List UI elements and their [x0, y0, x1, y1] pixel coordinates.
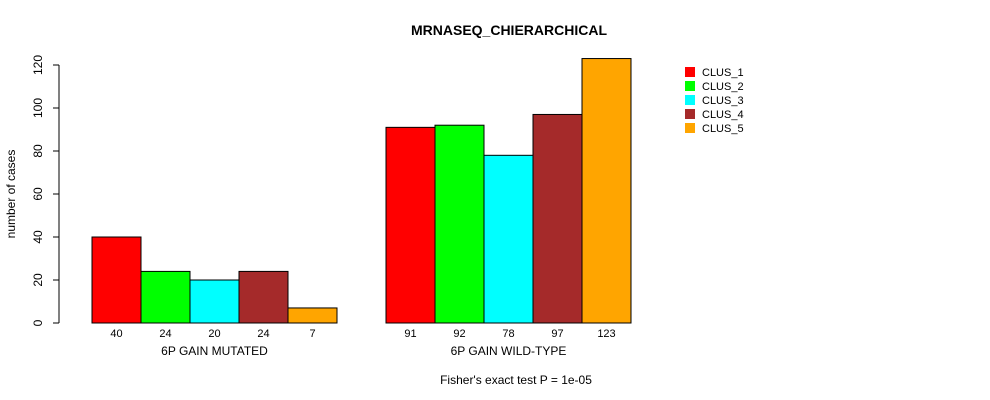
bar-value-label: 91 [404, 328, 416, 340]
legend: CLUS_1 CLUS_2 CLUS_3 CLUS_4 CLUS_5 [685, 67, 744, 135]
bar-value-label: 78 [502, 328, 514, 340]
y-tick-label: 60 [31, 187, 45, 201]
legend-swatch [685, 81, 695, 91]
bar-clus-3 [189, 279, 240, 324]
bars: 40 24 20 24 7 6P GAIN MUTATED 91 92 78 97 123 6P GA… [91, 58, 632, 358]
x-axis-label: Fisher's exact test P = 1e-05 [440, 373, 592, 387]
legend-label: CLUS_3 [702, 95, 744, 107]
legend-label: CLUS_1 [702, 67, 744, 79]
legend-swatch [685, 109, 695, 119]
y-tick-label: 0 [31, 319, 45, 326]
bar-value-label: 40 [110, 328, 122, 340]
bar-value-label: 123 [597, 328, 615, 340]
chart-title: MRNASEQ_CHIERARCHICAL [411, 22, 607, 38]
category-label: 6P GAIN WILD-TYPE [451, 344, 567, 358]
bar-clus-1 [91, 236, 142, 324]
bar-clus-2 [434, 124, 485, 324]
y-tick-label: 120 [31, 55, 45, 75]
legend-label: CLUS_4 [702, 109, 744, 121]
bar-value-label: 97 [551, 328, 563, 340]
bar-clus-4 [238, 270, 289, 324]
bar-value-label: 7 [309, 328, 315, 340]
y-tick-label: 100 [31, 98, 45, 118]
legend-label: CLUS_5 [702, 123, 744, 135]
bar-clus-1 [385, 126, 436, 324]
bar-clus-4 [532, 113, 583, 324]
bar-value-label: 24 [257, 328, 269, 340]
legend-swatch [685, 95, 695, 105]
bar-clus-5 [581, 58, 632, 324]
bar-clus-3 [483, 154, 534, 324]
bar-clus-5 [287, 307, 338, 324]
y-axis: 0 20 40 60 80 100 120 [31, 55, 60, 326]
y-tick-label: 20 [31, 273, 45, 287]
bar-value-label: 20 [208, 328, 220, 340]
legend-swatch [685, 67, 695, 77]
legend-swatch [685, 123, 695, 133]
y-tick-label: 80 [31, 144, 45, 158]
bar-value-label: 24 [159, 328, 171, 340]
bar-value-label: 92 [453, 328, 465, 340]
y-tick-label: 40 [31, 230, 45, 244]
legend-label: CLUS_2 [702, 81, 744, 93]
y-axis-label: number of cases [4, 150, 18, 239]
category-label: 6P GAIN MUTATED [161, 344, 268, 358]
bar-clus-2 [140, 270, 191, 324]
